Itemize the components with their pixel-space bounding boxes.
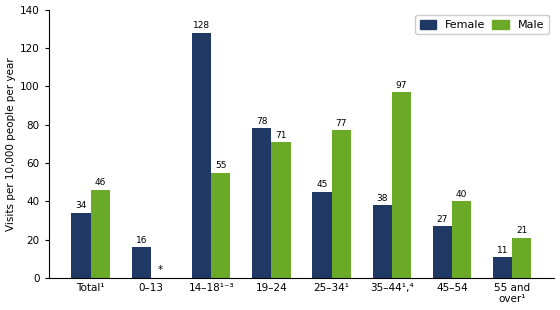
Bar (132, 247, 151, 278)
Text: 128: 128 (193, 21, 210, 30)
Bar (211, 173, 230, 278)
Text: 27: 27 (437, 215, 448, 224)
Bar (312, 192, 332, 278)
Text: 45: 45 (316, 180, 328, 189)
Text: 71: 71 (276, 131, 287, 140)
Text: 38: 38 (376, 194, 388, 203)
Bar (91, 190, 110, 278)
Bar (493, 257, 512, 278)
Bar (272, 142, 291, 278)
Bar (332, 130, 351, 278)
Bar (392, 92, 411, 278)
Text: 97: 97 (396, 81, 407, 90)
Text: 34: 34 (76, 202, 87, 210)
Text: 78: 78 (256, 117, 268, 126)
Bar (433, 226, 452, 278)
Text: 77: 77 (335, 119, 347, 128)
Bar (72, 213, 91, 278)
Bar (372, 205, 392, 278)
Text: 16: 16 (136, 236, 147, 245)
Text: 55: 55 (215, 161, 227, 170)
Text: 21: 21 (516, 226, 528, 235)
Text: 40: 40 (456, 190, 467, 199)
Text: 46: 46 (95, 179, 106, 188)
Text: 11: 11 (497, 246, 508, 255)
Y-axis label: Visits per 10,000 people per year: Visits per 10,000 people per year (6, 57, 16, 231)
Bar (252, 128, 272, 278)
Text: *: * (158, 265, 163, 275)
Bar (512, 238, 531, 278)
Bar (192, 33, 211, 278)
Legend: Female, Male: Female, Male (416, 15, 549, 34)
Bar (452, 201, 472, 278)
